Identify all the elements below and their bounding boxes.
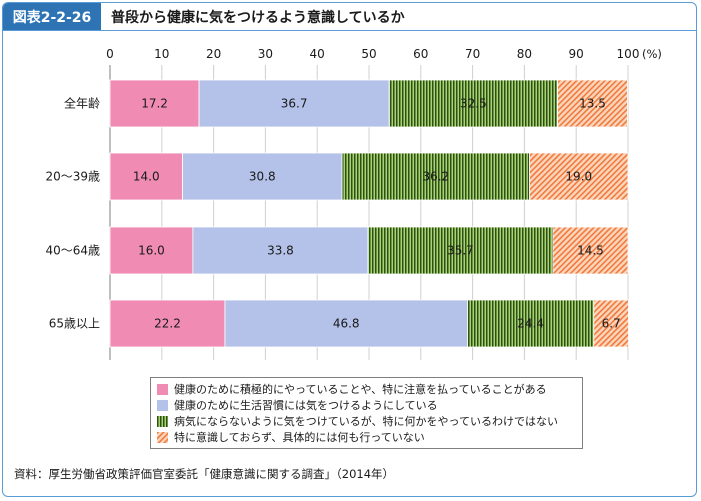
category-label: 65歳以上 xyxy=(49,317,100,331)
x-tick-label: 80 xyxy=(517,47,532,61)
data-label: 14.0 xyxy=(133,170,160,184)
data-label: 36.2 xyxy=(422,170,449,184)
legend-swatch-pink xyxy=(157,383,168,395)
data-label: 35.7 xyxy=(447,244,474,258)
legend-label: 特に意識しておらず、具体的には何も行っていない xyxy=(174,431,425,444)
legend-item: 健康のために積極的にやっていることや、特に注意を払っていることがある xyxy=(157,381,576,397)
source-note: 資料：厚生労働省政策評価官室委託「健康意識に関する調査」（2014年） xyxy=(14,467,395,481)
x-tick-label: 90 xyxy=(569,47,584,61)
bar-segment xyxy=(593,299,629,348)
figure-label: 図表2-2-26 xyxy=(3,3,101,30)
bar-segment xyxy=(224,299,468,348)
x-tick-label: 10 xyxy=(154,47,169,61)
data-label: 19.0 xyxy=(565,170,592,184)
bar-segment xyxy=(109,226,194,275)
legend-label: 健康のために積極的にやっていることや、特に注意を払っていることがある xyxy=(174,383,547,396)
bar-segment xyxy=(557,79,628,128)
bar-segment xyxy=(182,152,343,201)
data-label: 16.0 xyxy=(138,244,165,258)
bar-segment xyxy=(109,152,183,201)
bar-segment xyxy=(529,152,629,201)
data-label: 13.5 xyxy=(579,97,606,111)
data-label: 22.2 xyxy=(154,317,181,331)
x-tick-label: 50 xyxy=(361,47,376,61)
data-label: 33.8 xyxy=(267,244,294,258)
legend-swatch-hatch xyxy=(157,431,168,443)
bar-segment xyxy=(192,226,369,275)
category-label: 20～39歳 xyxy=(45,170,100,184)
data-label: 46.8 xyxy=(333,317,360,331)
data-label: 17.2 xyxy=(141,97,168,111)
data-label: 32.5 xyxy=(460,97,487,111)
legend-swatch-stripes xyxy=(157,415,168,427)
category-label: 全年齢 xyxy=(64,96,100,111)
legend-item: 特に意識しておらず、具体的には何も行っていない xyxy=(157,429,576,445)
bar-segment xyxy=(552,226,629,275)
legend-label: 病気にならないように気をつけているが、特に何かをやっているわけではない xyxy=(174,415,559,428)
legend-item: 健康のために生活習慣には気をつけるようにしている xyxy=(157,397,576,413)
figure-header: 図表2-2-26 普段から健康に気をつけるよう意識しているか xyxy=(3,3,696,31)
bar-segment xyxy=(198,79,390,128)
x-tick-label: 60 xyxy=(413,47,428,61)
bar-segment xyxy=(109,79,200,128)
data-label: 30.8 xyxy=(249,170,276,184)
legend-swatch-blue xyxy=(157,399,168,411)
legend-item: 病気にならないように気をつけているが、特に何かをやっているわけではない xyxy=(157,413,576,429)
x-tick-label: 30 xyxy=(258,47,273,61)
bar-segment xyxy=(388,79,558,128)
x-tick-label: 40 xyxy=(310,47,325,61)
data-label: 6.7 xyxy=(602,317,621,331)
legend: 健康のために積極的にやっていることや、特に注意を払っていることがある 健康のため… xyxy=(150,377,583,449)
category-label: 40～64歳 xyxy=(45,244,100,258)
legend-label: 健康のために生活習慣には気をつけるようにしている xyxy=(174,399,438,412)
figure-title: 普段から健康に気をつけるよう意識しているか xyxy=(111,9,405,26)
data-label: 24.4 xyxy=(517,317,544,331)
bar-segment xyxy=(341,152,530,201)
x-tick-label: 100 xyxy=(617,47,640,61)
bar-segment xyxy=(367,226,554,275)
bar-segment xyxy=(109,299,226,348)
x-unit-label: (%) xyxy=(642,47,662,61)
data-label: 14.5 xyxy=(577,244,604,258)
bar-segment xyxy=(467,299,595,348)
x-tick-label: 20 xyxy=(206,47,221,61)
x-tick-label: 70 xyxy=(465,47,480,61)
x-tick-label: 0 xyxy=(106,47,114,61)
data-label: 36.7 xyxy=(281,97,308,111)
